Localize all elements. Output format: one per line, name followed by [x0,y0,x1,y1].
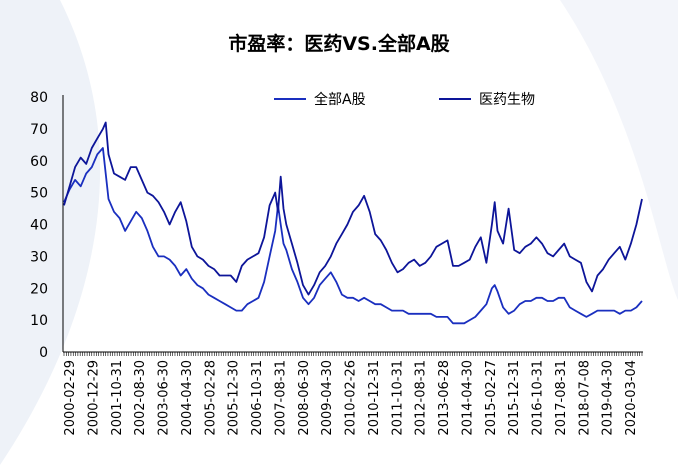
x-tick-label: 2000-02-29 [63,360,78,436]
x-tick-label: 2007-08-31 [273,360,288,436]
x-tick-label: 2010-02-26 [344,360,359,436]
series-line-pharma [63,121,643,296]
y-tick-label: 70 [30,122,48,138]
legend-label-pharma: 医药生物 [479,92,535,108]
legend: 全部A股 医药生物 [274,91,535,108]
x-tick-label: 2002-08-30 [133,360,148,436]
x-tick-label: 2016-10-31 [531,360,546,436]
x-tick-label: 2015-02-27 [484,360,499,436]
x-tick-label: 2011-10-31 [390,360,405,436]
x-tick-label: 2015-12-31 [507,360,522,436]
x-tick-label: 2014-04-30 [460,360,475,436]
x-tick-label: 2008-06-30 [297,360,312,436]
series-line-all-a [63,147,643,325]
x-tick-label: 2012-08-31 [414,360,429,436]
y-tick-label: 50 [30,186,48,202]
x-tick-label: 2005-02-28 [203,360,218,436]
y-tick-label: 30 [30,249,48,265]
x-tick-label: 2004-04-30 [180,360,195,436]
y-tick-label: 60 [30,154,48,170]
x-tick-label: 2020-03-04 [624,360,639,436]
x-tick-label: 2003-06-30 [157,360,172,436]
y-tick-label: 20 [30,281,48,297]
y-tick-label: 10 [30,313,48,329]
x-tick-label: 2000-12-29 [86,360,101,436]
y-tick-label: 80 [30,90,48,106]
x-tick-label: 2013-06-28 [437,360,452,436]
chart-title: 市盈率：医药VS.全部A股 [228,32,449,55]
x-tick-label: 2019-04-30 [601,360,616,436]
x-tick-label: 2001-10-31 [110,360,125,436]
y-tick-label: 40 [30,218,48,234]
legend-label-all-a: 全部A股 [314,91,366,108]
x-tick-label: 2009-04-30 [320,360,335,436]
x-tick-label: 2017-08-31 [554,360,569,436]
x-tick-label: 2018-07-08 [577,360,592,436]
y-tick-label: 0 [39,345,48,361]
x-tick-label: 2010-12-31 [367,360,382,436]
x-tick-label: 2006-10-31 [250,360,265,436]
x-tick-label: 2005-12-30 [227,360,242,436]
